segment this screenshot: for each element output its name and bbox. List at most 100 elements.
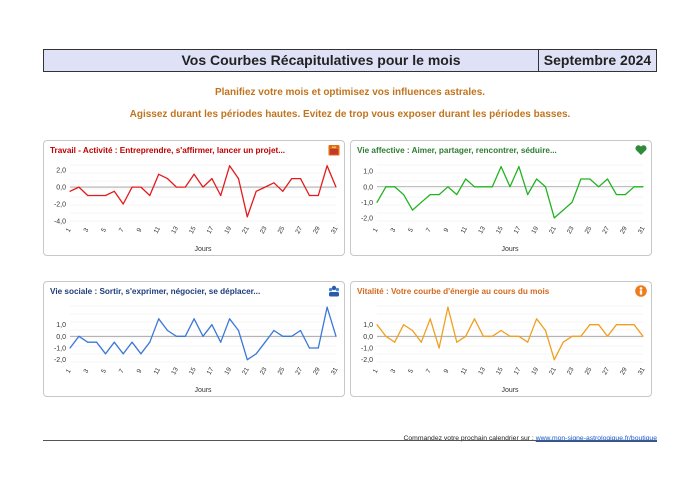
chart-panel-vitalite: Vitalité : Votre courbe d'énergie au cou… [350,281,652,397]
x-tick-label: 11 [460,366,470,376]
x-tick-label: 11 [153,225,163,235]
data-point [255,353,257,355]
series-line [69,165,337,218]
data-point [246,216,248,218]
data-point [536,178,538,180]
x-tick-label: 13 [477,225,487,235]
x-tick-label: 7 [425,368,433,375]
data-point [282,335,284,337]
data-point [562,341,564,343]
data-point [317,347,319,349]
data-point [394,186,396,188]
shop-link[interactable]: www.mon-signe-astrologique.fr/boutique [535,435,657,442]
data-point [113,190,115,192]
x-tick-label: 13 [170,366,180,376]
data-point [500,329,502,332]
chart-title: Vitalité : Votre courbe d'énergie au cou… [357,287,550,296]
data-point [291,177,293,180]
data-point [473,318,476,320]
data-point [335,335,337,337]
x-tick-label: 9 [443,227,451,234]
data-point [473,186,476,188]
x-tick-label: 25 [584,366,594,376]
data-point [122,203,124,205]
data-point [598,186,600,188]
data-point [211,324,213,326]
x-tick-label: 19 [223,366,233,376]
x-tick-label: 23 [566,225,576,235]
x-tick-label: 21 [548,225,558,235]
x-tick-label: 11 [460,225,470,235]
data-point [544,329,547,332]
y-tick-label: 1,0 [363,322,373,329]
data-point [411,329,414,332]
data-point [465,178,467,180]
data-point [598,324,600,326]
x-tick-label: 11 [153,366,163,376]
briefcase-icon [328,145,340,156]
x-axis-label: Jours [501,387,519,394]
x-tick-label: 15 [495,366,505,376]
data-point [220,341,222,343]
x-tick-label: 21 [548,366,558,376]
data-point [518,335,520,337]
x-tick-label: 31 [330,225,340,235]
data-point [642,335,644,337]
data-point [447,306,449,308]
data-point [482,186,484,188]
data-point [376,201,378,203]
data-point [615,324,617,326]
x-tick-label: 23 [259,366,269,376]
data-point [429,193,431,196]
x-tick-label: 15 [188,366,198,376]
x-tick-label: 15 [495,225,505,235]
x-tick-label: 9 [136,368,144,375]
x-tick-label: 21 [241,225,251,235]
data-point [536,318,538,320]
x-tick-label: 31 [637,366,647,376]
data-point [308,347,310,349]
x-tick-label: 3 [389,368,397,375]
x-tick-label: 5 [100,227,108,234]
data-point [202,186,204,188]
data-point [282,190,284,192]
chart-panel-vie-sociale: Vie sociale : Sortir, s'exprimer, négoci… [43,281,345,397]
x-tick-label: 15 [188,225,198,235]
data-point [571,201,573,203]
chart-plot: 1,00,0-1,0-2,01 3 5 7 9 11 13 15 17 19 21 23 25 27 29 3… [361,164,647,253]
data-point [202,335,204,337]
data-point [491,186,493,188]
data-point [624,324,626,326]
x-tick-label: 29 [312,366,322,376]
x-tick-label: 3 [82,368,90,375]
x-tick-label: 27 [294,225,304,235]
data-point [465,335,467,337]
data-point [140,353,142,355]
data-point [456,341,458,343]
x-tick-label: 7 [118,368,126,375]
x-tick-label: 25 [277,366,287,376]
x-tick-label: 3 [82,227,90,234]
data-point [438,193,440,196]
data-point [149,341,151,343]
x-tick-label: 9 [443,368,451,375]
y-tick-label: -4,0 [54,219,66,226]
data-point [562,209,564,211]
y-tick-label: 0,0 [363,334,373,341]
chart-title: Travail - Activité : Entreprendre, s'aff… [50,146,286,155]
data-point [246,359,248,361]
data-point [104,353,107,355]
data-point [326,165,328,167]
data-point [633,324,635,326]
data-point [104,194,107,197]
x-tick-label: 7 [425,227,433,234]
series-line [69,306,337,361]
data-point [264,341,266,343]
data-point [273,182,275,184]
y-tick-label: -1,0 [54,346,66,353]
subtitle-line-1: Planifiez votre mois et optimisez vos in… [214,87,486,98]
data-point [140,186,142,188]
x-tick-label: 25 [584,225,594,235]
data-point [527,341,529,343]
x-tick-label: 29 [619,366,629,376]
